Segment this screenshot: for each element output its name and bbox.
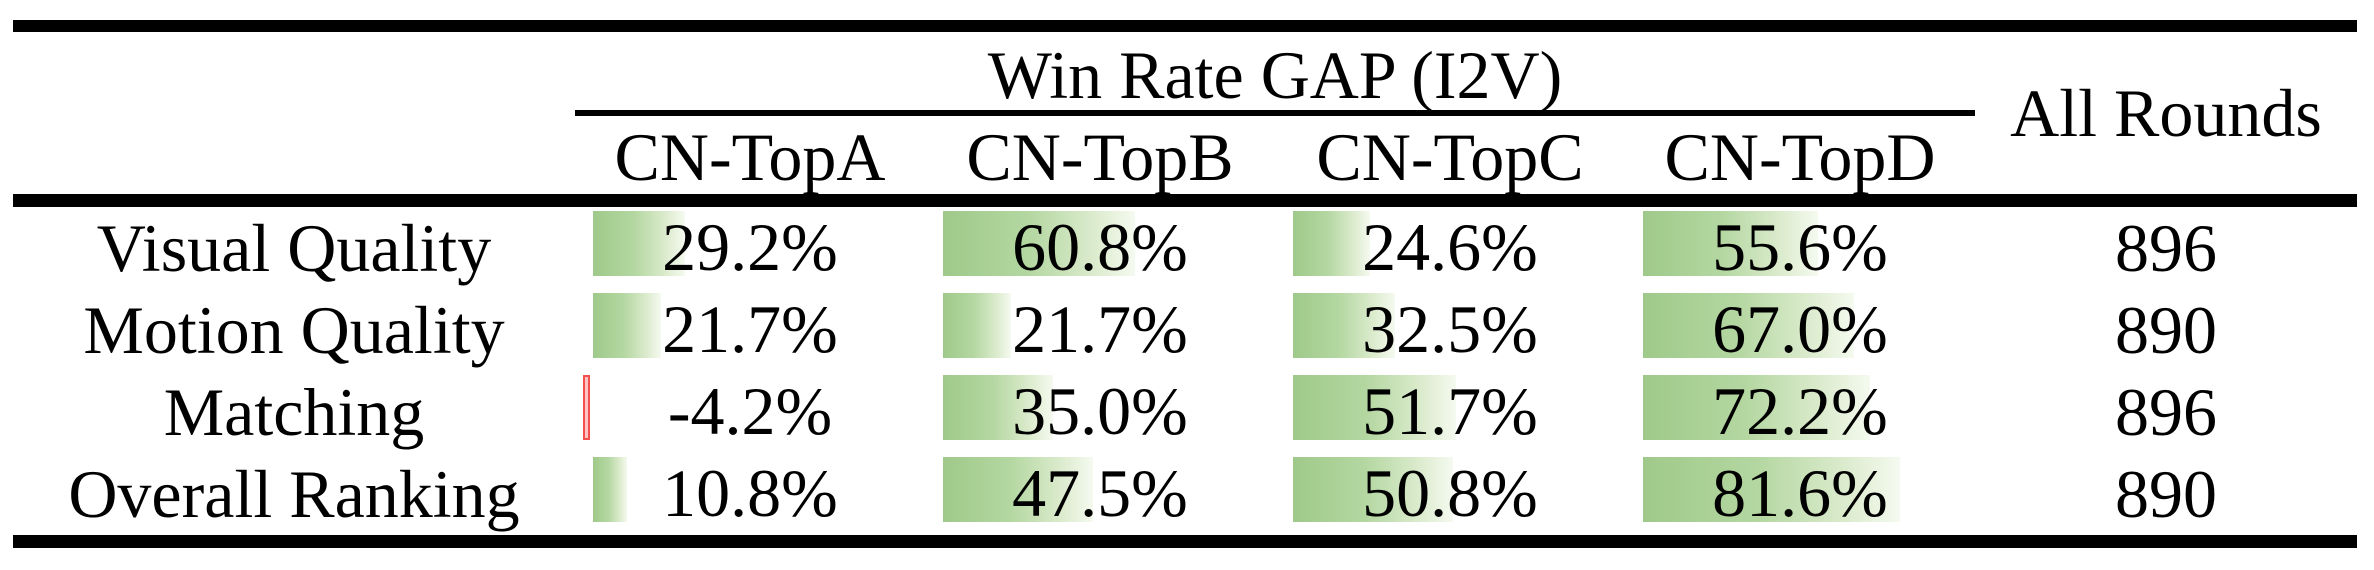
win-rate-cell: -4.2% xyxy=(575,371,925,453)
win-rate-data-bar xyxy=(1293,211,1370,276)
win-rate-data-bar xyxy=(583,375,590,440)
win-rate-data-bar xyxy=(1643,457,1900,522)
win-rate-cell: 55.6% xyxy=(1625,207,1975,289)
win-rate-cell: 51.7% xyxy=(1275,371,1625,453)
win-rate-value: 60.8% xyxy=(1012,209,1188,285)
table-row: Visual Quality 29.2% 60.8% 24.6% 55.6% 896 xyxy=(13,207,2357,289)
bottom-rule xyxy=(13,535,2357,548)
win-rate-data-bar xyxy=(593,211,685,276)
row-label: Motion Quality xyxy=(83,292,505,368)
all-rounds-value: 896 xyxy=(2115,210,2217,286)
table-row: Matching -4.2% 35.0% 51.7% 72.2% 896 xyxy=(13,371,2357,453)
span-header-rule xyxy=(575,110,1975,116)
win-rate-data-bar xyxy=(943,211,1135,276)
header-body-rule xyxy=(13,194,2357,207)
win-rate-value: 21.7% xyxy=(662,291,838,367)
win-rate-value: 21.7% xyxy=(1012,291,1188,367)
win-rate-cell: 47.5% xyxy=(925,453,1275,535)
win-rate-data-bar xyxy=(943,375,1053,440)
win-rate-data-bar xyxy=(943,293,1011,358)
column-header-cn-topc: CN-TopC xyxy=(1316,119,1584,195)
win-rate-data-bar xyxy=(1293,375,1456,440)
column-header-cn-topb: CN-TopB xyxy=(966,119,1234,195)
row-label: Matching xyxy=(163,374,425,450)
table-header: Win Rate GAP (I2V) CN-TopA CN-TopB CN-TopC… xyxy=(13,32,2357,195)
win-rate-cell: 60.8% xyxy=(925,207,1275,289)
win-rate-data-bar xyxy=(1643,293,1854,358)
win-rate-data-bar xyxy=(1293,293,1395,358)
win-rate-data-bar xyxy=(593,457,627,522)
win-rate-cell: 24.6% xyxy=(1275,207,1625,289)
top-rule xyxy=(13,20,2357,32)
all-rounds-value: 890 xyxy=(2115,292,2217,368)
win-rate-value: 50.8% xyxy=(1362,455,1538,531)
win-rate-gap-table: Win Rate GAP (I2V) CN-TopA CN-TopB CN-TopC… xyxy=(13,20,2357,548)
win-rate-column-group: Win Rate GAP (I2V) CN-TopA CN-TopB CN-TopC… xyxy=(575,32,1975,198)
win-rate-cell: 21.7% xyxy=(925,289,1275,371)
all-rounds-value: 896 xyxy=(2115,374,2217,450)
all-rounds-value: 890 xyxy=(2115,456,2217,532)
win-rate-cell: 67.0% xyxy=(1625,289,1975,371)
win-rate-cell: 81.6% xyxy=(1625,453,1975,535)
win-rate-cell: 32.5% xyxy=(1275,289,1625,371)
win-rate-value: 81.6% xyxy=(1712,455,1888,531)
win-rate-data-bar xyxy=(593,293,661,358)
win-rate-cell: 21.7% xyxy=(575,289,925,371)
win-rate-data-bar xyxy=(1293,457,1453,522)
win-rate-value: 10.8% xyxy=(662,455,838,531)
win-rate-value: 55.6% xyxy=(1712,209,1888,285)
table-body: Visual Quality 29.2% 60.8% 24.6% 55.6% 896 Mot… xyxy=(13,207,2357,535)
table-row: Overall Ranking 10.8% 47.5% 50.8% 81.6% 890 xyxy=(13,453,2357,535)
win-rate-cell: 10.8% xyxy=(575,453,925,535)
win-rate-value: 47.5% xyxy=(1012,455,1188,531)
win-rate-value: 24.6% xyxy=(1362,209,1538,285)
win-rate-cell: 29.2% xyxy=(575,207,925,289)
win-rate-value: 51.7% xyxy=(1362,373,1538,449)
win-rate-data-bar xyxy=(943,457,1093,522)
win-rate-value: 72.2% xyxy=(1712,373,1888,449)
win-rate-cell: 72.2% xyxy=(1625,371,1975,453)
win-rate-data-bar xyxy=(1643,211,1818,276)
win-rate-cell: 50.8% xyxy=(1275,453,1625,535)
win-rate-value: 29.2% xyxy=(662,209,838,285)
win-rate-data-bar xyxy=(1643,375,1870,440)
table-row: Motion Quality 21.7% 21.7% 32.5% 67.0% 890 xyxy=(13,289,2357,371)
row-label: Visual Quality xyxy=(96,210,492,286)
win-rate-value: 35.0% xyxy=(1012,373,1188,449)
label-column-spacer xyxy=(13,32,575,198)
win-rate-cell: 35.0% xyxy=(925,371,1275,453)
column-header-cn-topa: CN-TopA xyxy=(614,119,886,195)
row-label: Overall Ranking xyxy=(68,456,520,532)
win-rate-value: 32.5% xyxy=(1362,291,1538,367)
win-rate-value: 67.0% xyxy=(1712,291,1888,367)
span-header-title: Win Rate GAP (I2V) xyxy=(987,37,1563,113)
column-headers-row: CN-TopA CN-TopB CN-TopC CN-TopD xyxy=(575,116,1975,198)
column-header-cn-topd: CN-TopD xyxy=(1664,119,1936,195)
win-rate-value: -4.2% xyxy=(667,373,833,449)
all-rounds-header: All Rounds xyxy=(2010,74,2322,151)
